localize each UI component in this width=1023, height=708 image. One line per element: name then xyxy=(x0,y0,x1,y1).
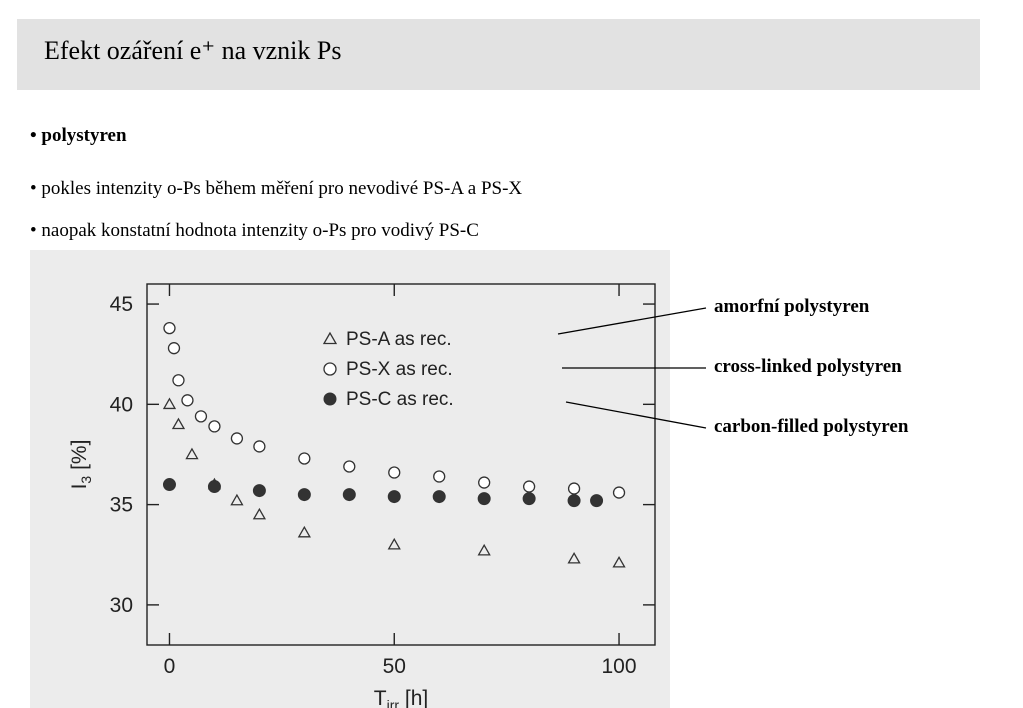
annotation-cross-linked: cross-linked polystyren xyxy=(714,356,902,377)
series-ps-c xyxy=(162,478,604,508)
data-point xyxy=(230,432,244,445)
data-point xyxy=(387,490,401,504)
legend-marker xyxy=(323,362,337,376)
scan-background xyxy=(30,250,670,708)
data-point xyxy=(207,480,221,494)
series-ps-x xyxy=(163,321,626,499)
data-point xyxy=(167,342,181,355)
data-point xyxy=(253,440,266,453)
chart-figure: 30 35 40 45 0 50 100 Tirr [h] I3 [%] PS-A as rec.… xyxy=(30,250,670,708)
annotation-amorphous: amorfní polystyren xyxy=(714,296,870,317)
data-point xyxy=(433,470,446,483)
data-point xyxy=(387,537,401,550)
x-tick-label: 100 xyxy=(602,655,637,678)
x-tick-label: 50 xyxy=(383,655,406,678)
plot-frame xyxy=(146,283,656,646)
title-bar: Efekt ozáření e⁺ na vznik Ps xyxy=(17,19,980,90)
data-point xyxy=(172,374,185,387)
y-tick-label: 30 xyxy=(110,594,133,617)
annotation-carbon-filled: carbon-filled polystyren xyxy=(714,416,909,437)
legend-marker xyxy=(322,331,338,345)
legend-marker xyxy=(323,392,337,406)
data-point xyxy=(194,410,208,423)
data-point xyxy=(477,492,491,506)
data-point xyxy=(522,480,536,493)
data-point xyxy=(297,525,311,538)
data-point xyxy=(208,420,221,433)
data-point xyxy=(163,321,176,335)
y-tick-label: 35 xyxy=(110,494,133,517)
data-point xyxy=(181,394,194,407)
y-tick-label: 40 xyxy=(110,393,133,416)
data-point xyxy=(185,447,199,460)
legend-label: PS-A as rec. xyxy=(346,329,452,350)
x-tick-label: 0 xyxy=(164,655,176,678)
data-point xyxy=(162,397,177,410)
data-point xyxy=(522,492,536,506)
data-point xyxy=(171,417,186,430)
data-point xyxy=(432,490,446,504)
data-point xyxy=(612,555,626,568)
page-title: Efekt ozáření e⁺ na vznik Ps xyxy=(44,36,342,65)
data-point xyxy=(590,494,604,508)
y-tick-label: 45 xyxy=(110,293,133,316)
data-point xyxy=(252,507,267,520)
data-point xyxy=(297,488,311,502)
data-point xyxy=(567,482,581,495)
bullet-ps-a-ps-x: • pokles intenzity o-Ps během měření pro… xyxy=(30,178,523,199)
legend-label: PS-X as rec. xyxy=(346,359,453,380)
data-point xyxy=(342,488,356,502)
data-point xyxy=(477,543,491,556)
data-point xyxy=(567,551,581,564)
data-point xyxy=(478,476,491,489)
bullet-ps-c: • naopak konstatní hodnota intenzity o-P… xyxy=(30,220,479,241)
data-point xyxy=(567,494,581,508)
data-point xyxy=(298,452,311,465)
data-point xyxy=(252,484,266,498)
data-point xyxy=(230,493,244,506)
arrow-carbon-filled xyxy=(565,401,707,429)
bullet-polystyren: • polystyren xyxy=(30,125,127,146)
y-axis-label: I3 [%] xyxy=(68,440,94,490)
data-point xyxy=(343,460,356,473)
data-point xyxy=(388,466,401,479)
legend-label: PS-C as rec. xyxy=(346,389,454,410)
data-point xyxy=(162,478,176,492)
data-point xyxy=(612,486,626,499)
arrow-amorphous xyxy=(557,307,707,335)
